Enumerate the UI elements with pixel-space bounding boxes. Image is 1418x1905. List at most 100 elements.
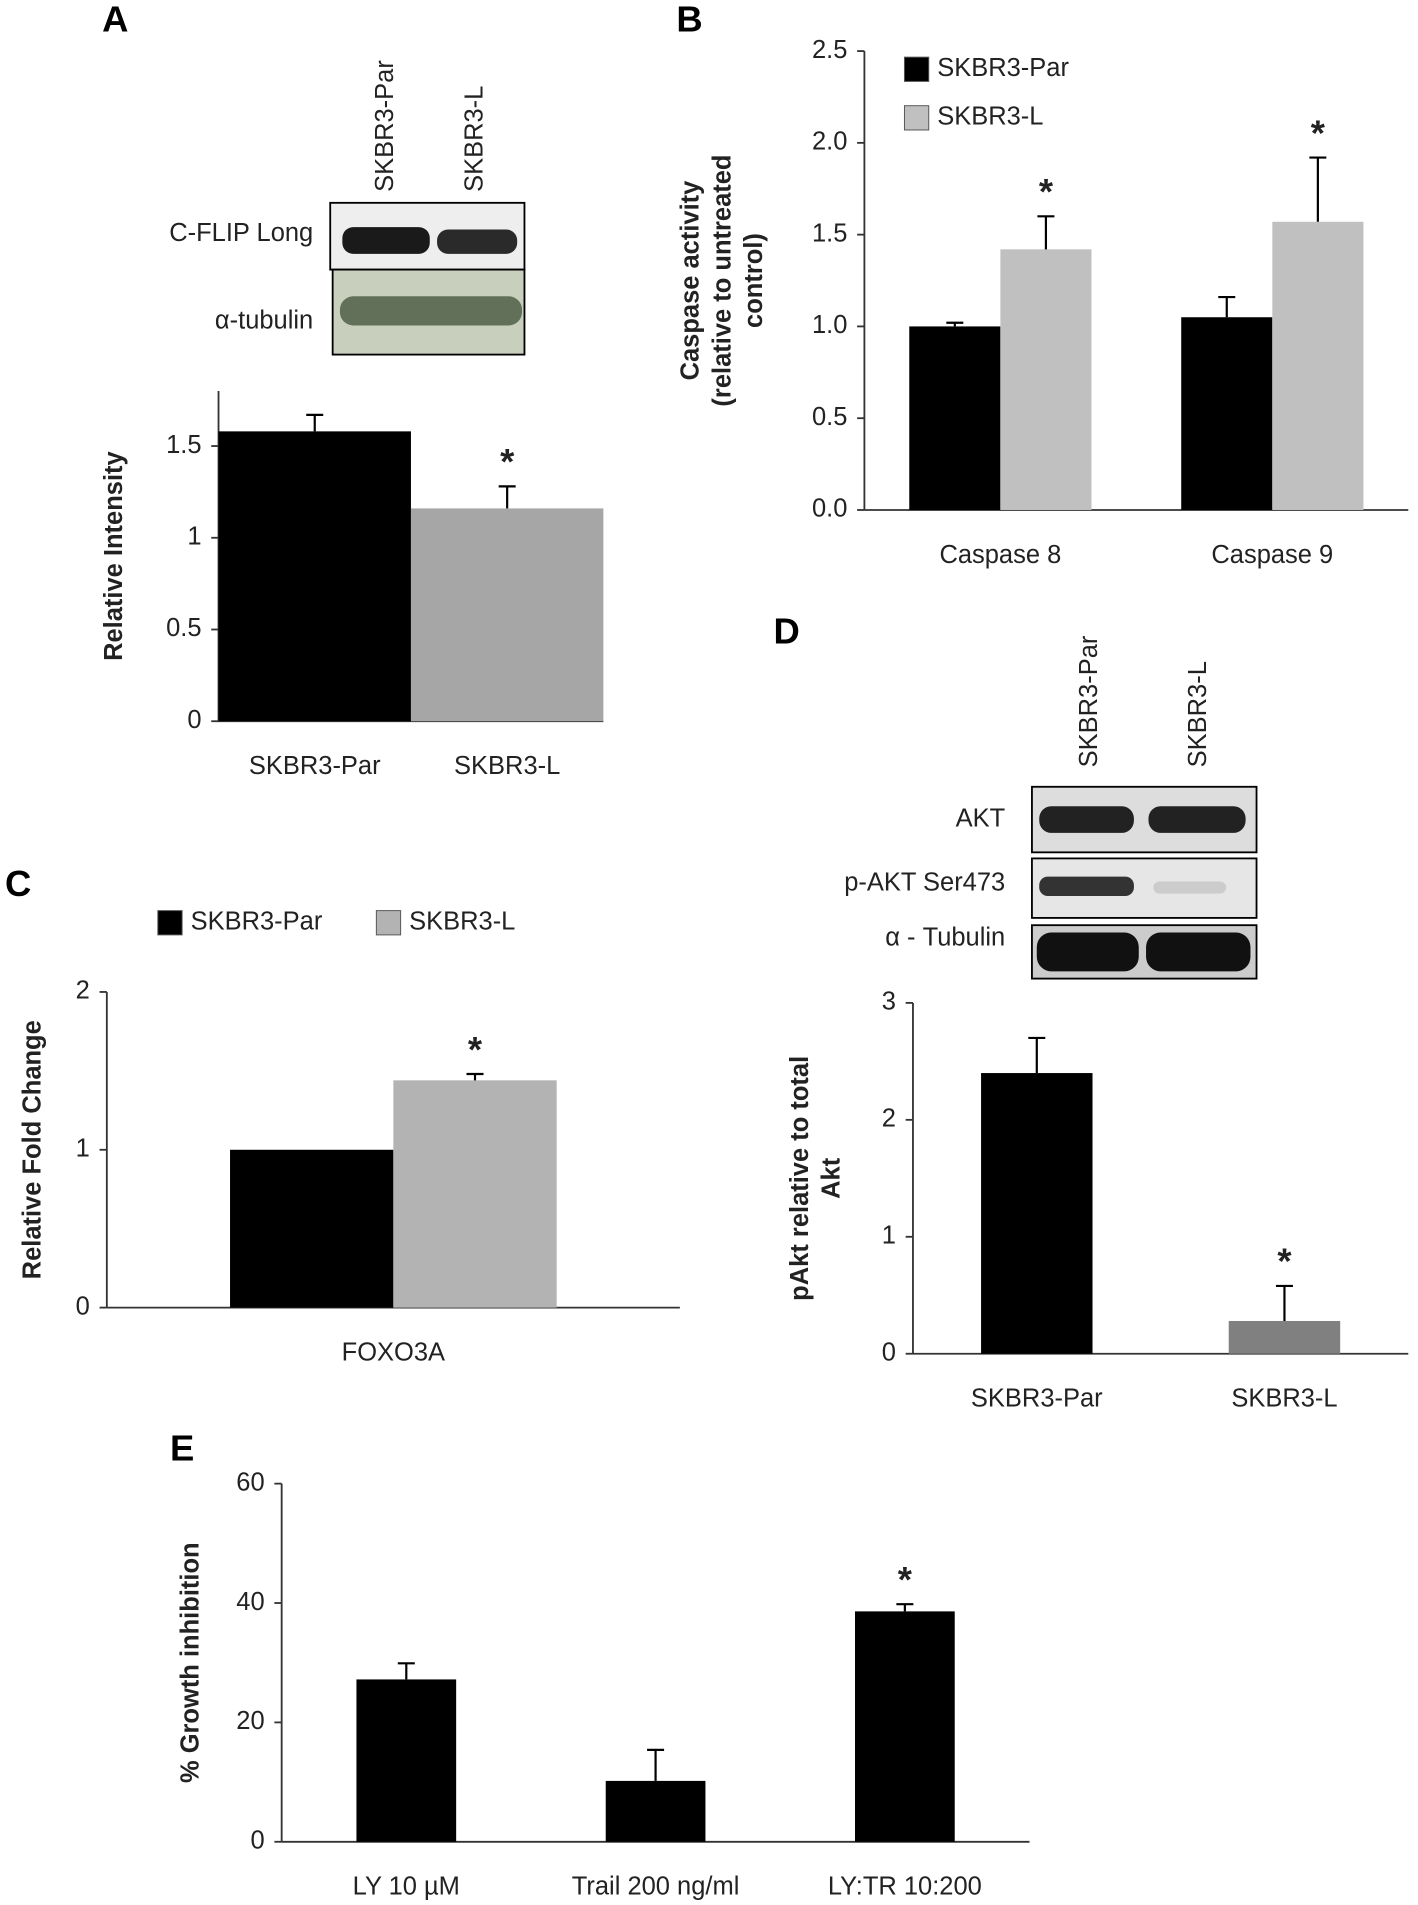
panel-label: E <box>170 1427 194 1468</box>
row-label: p-AKT Ser473 <box>844 869 1005 897</box>
error-bar <box>466 1072 484 1081</box>
y-tick-label: 0.0 <box>812 495 847 523</box>
error-bar <box>647 1748 665 1781</box>
y-tick-label: 0 <box>882 1338 896 1366</box>
bar <box>605 1780 706 1842</box>
y-tick-label: 1 <box>76 1135 90 1163</box>
bar <box>1000 249 1092 510</box>
error-bar <box>1028 1036 1046 1074</box>
significance: * <box>1311 112 1326 153</box>
error-bar <box>1218 295 1236 318</box>
blot-band <box>1039 806 1134 833</box>
error-bar <box>1309 156 1327 222</box>
panel-label: D <box>774 610 800 651</box>
x-tick-label: SKBR3-L <box>1231 1385 1337 1413</box>
y-tick-label: 1 <box>882 1222 896 1250</box>
lane-label: SKBR3-L <box>461 86 489 192</box>
y-axis-label: Caspase activity <box>677 180 705 381</box>
significance: * <box>500 441 515 482</box>
y-tick-label: 1 <box>187 523 201 551</box>
error-bar <box>946 321 964 327</box>
legend-label: SKBR3-Par <box>937 54 1069 82</box>
error-bar <box>498 485 516 509</box>
y-tick-label: 0 <box>187 706 201 734</box>
bar <box>1228 1320 1341 1354</box>
bar <box>230 1149 394 1308</box>
y-tick-label: 20 <box>236 1707 264 1735</box>
y-tick-label: 2.0 <box>812 128 847 156</box>
bar <box>218 431 411 722</box>
blot-a: SKBR3-Par SKBR3-L C-FLIP Long α-tubulin <box>169 60 526 356</box>
x-tick-label: SKBR3-Par <box>971 1385 1103 1413</box>
lane-label: SKBR3-Par <box>1075 635 1103 767</box>
x-tick-label: SKBR3-L <box>454 752 560 780</box>
y-tick-label: 2.5 <box>812 36 847 64</box>
legend-swatch <box>903 56 930 82</box>
y-axis-label: Relative Intensity <box>100 450 128 660</box>
error-bar <box>306 413 324 432</box>
bar <box>1181 317 1273 510</box>
blot-band <box>1153 881 1227 894</box>
bar <box>410 508 604 722</box>
bar <box>393 1080 557 1308</box>
row-label: α-tubulin <box>215 307 313 335</box>
legend-label: SKBR3-Par <box>191 907 323 935</box>
row-label: AKT <box>956 804 1006 832</box>
y-axis-label: Akt <box>818 1157 846 1199</box>
y-axis-label: Relative Fold Change <box>19 1020 47 1279</box>
y-tick-label: 60 <box>236 1468 264 1496</box>
row-label: α - Tubulin <box>885 923 1005 951</box>
bar <box>855 1611 955 1842</box>
y-axis-label: pAkt relative to total <box>786 1056 814 1301</box>
legend-swatch <box>375 910 402 936</box>
y-tick-label: 2 <box>76 977 90 1005</box>
bar <box>981 1073 1093 1354</box>
y-axis-label: % Growth inhibition <box>177 1542 205 1783</box>
bar <box>909 326 1001 510</box>
blot-band <box>1036 932 1139 972</box>
significance: * <box>898 1559 913 1600</box>
y-tick-label: 2 <box>882 1105 896 1133</box>
error-bar <box>397 1662 415 1680</box>
bar <box>1272 221 1364 510</box>
y-tick-label: 1.0 <box>812 311 847 339</box>
y-tick-label: 40 <box>236 1588 264 1616</box>
significance: * <box>1039 171 1054 212</box>
blot-band <box>1148 806 1246 833</box>
significance: * <box>468 1029 483 1070</box>
panel-label: C <box>5 863 31 904</box>
blot-band <box>1039 876 1134 897</box>
lane-label: SKBR3-L <box>1184 661 1212 767</box>
legend-label: SKBR3-L <box>409 907 515 935</box>
legend-label: SKBR3-L <box>937 103 1043 131</box>
legend-swatch <box>157 910 183 936</box>
legend-swatch <box>903 105 930 131</box>
y-tick-label: 0 <box>250 1827 264 1855</box>
blot-band <box>437 229 518 254</box>
x-tick-label: LY 10 µM <box>353 1873 460 1901</box>
x-tick-label: Caspase 9 <box>1211 541 1333 569</box>
x-tick-label: LY:TR 10:200 <box>828 1873 982 1901</box>
panel-label: A <box>102 0 128 40</box>
blot-band <box>1146 932 1251 972</box>
y-tick-label: 1.5 <box>812 219 847 247</box>
y-tick-label: 0.5 <box>166 614 201 642</box>
y-tick-label: 1.5 <box>166 431 201 459</box>
y-tick-label: 0 <box>76 1292 90 1320</box>
error-bar <box>896 1603 914 1612</box>
x-tick-label: Trail 200 ng/ml <box>572 1873 740 1901</box>
error-bar <box>1275 1284 1293 1321</box>
y-tick-label: 0.5 <box>812 403 847 431</box>
error-bar <box>1037 215 1055 250</box>
y-axis-label: (relative to untreated <box>708 154 736 406</box>
significance: * <box>1277 1241 1292 1282</box>
lane-label: SKBR3-Par <box>371 60 399 192</box>
panel-label: B <box>676 0 702 40</box>
x-tick-label: SKBR3-Par <box>249 752 381 780</box>
bar <box>356 1679 457 1842</box>
y-axis-label: control) <box>740 233 768 328</box>
x-tick-label: FOXO3A <box>342 1338 445 1366</box>
y-tick-label: 3 <box>882 988 896 1016</box>
blot-band <box>342 227 430 254</box>
